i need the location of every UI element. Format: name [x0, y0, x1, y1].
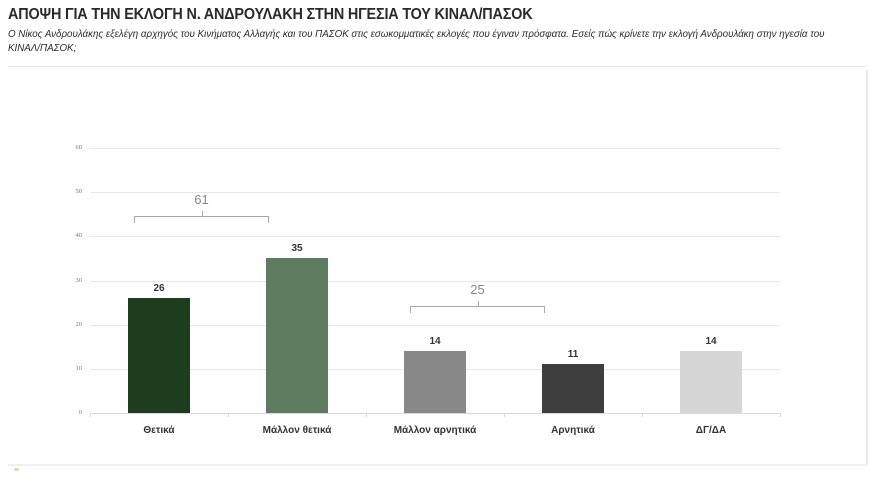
bar-value-label: 14 — [429, 336, 441, 348]
bar-3 — [542, 364, 604, 413]
chart-frame — [8, 70, 868, 465]
category-label: Μάλλον θετικά — [262, 425, 332, 436]
bracket-total-label: 61 — [194, 192, 209, 207]
x-tick-mark — [90, 413, 91, 417]
frame-bottom-border — [8, 464, 868, 466]
x-tick-mark — [780, 413, 781, 417]
gridline — [90, 148, 780, 149]
x-tick-mark — [366, 413, 367, 417]
decorative-dot — [14, 468, 19, 471]
gridline — [90, 324, 780, 326]
plot-area: 0 10 20 30 40 50 60 26 Θετικά 35 Μάλλον θετικά 14 Μά… — [76, 144, 781, 436]
bracket-stem — [201, 211, 203, 217]
y-tick-label: 20 — [75, 320, 83, 328]
bracket-stem — [477, 301, 479, 307]
y-tick-label: 50 — [75, 188, 83, 196]
gridline — [90, 280, 780, 282]
x-tick-mark — [504, 413, 505, 417]
y-tick-label: 30 — [75, 276, 83, 284]
group-bracket — [134, 211, 269, 223]
gridline — [90, 236, 780, 238]
x-tick-mark — [642, 413, 643, 417]
category-label: ΔΓ/ΔΑ — [695, 425, 727, 436]
bar-value-label: 11 — [567, 349, 579, 361]
y-tick-label: 0 — [78, 409, 82, 416]
bar-value-label: 14 — [705, 336, 717, 348]
category-label: Αρνητικά — [551, 425, 595, 436]
group-bracket — [410, 301, 545, 313]
category-label: Θετικά — [143, 425, 175, 436]
bar-value-label: 35 — [291, 243, 303, 255]
y-tick-label: 10 — [75, 364, 83, 372]
chart-subtitle: Ο Νίκος Ανδρουλάκης εξελέγη αρχηγός του … — [8, 28, 825, 54]
bar-0 — [128, 298, 190, 413]
x-axis-line — [90, 413, 780, 414]
bar-4 — [680, 351, 742, 413]
x-tick-mark — [228, 413, 229, 417]
chart-header: ΑΠΟΨΗ ΓΙΑ ΤΗΝ ΕΚΛΟΓΗ Ν. ΑΝΔΡΟΥΛΑΚΗ ΣΤΗΝ … — [8, 6, 868, 55]
bar-value-label: 26 — [153, 283, 165, 295]
bar-1 — [266, 258, 328, 413]
chart-title: ΑΠΟΨΗ ΓΙΑ ΤΗΝ ΕΚΛΟΓΗ Ν. ΑΝΔΡΟΥΛΑΚΗ ΣΤΗΝ … — [8, 6, 533, 23]
bracket-total-label: 25 — [470, 282, 485, 297]
category-label: Μάλλον αρνητικά — [393, 425, 477, 436]
y-tick-label: 40 — [75, 232, 83, 240]
gridline — [90, 192, 780, 194]
header-divider — [8, 66, 868, 67]
y-tick-label: 60 — [75, 144, 83, 151]
bar-2 — [404, 351, 466, 413]
